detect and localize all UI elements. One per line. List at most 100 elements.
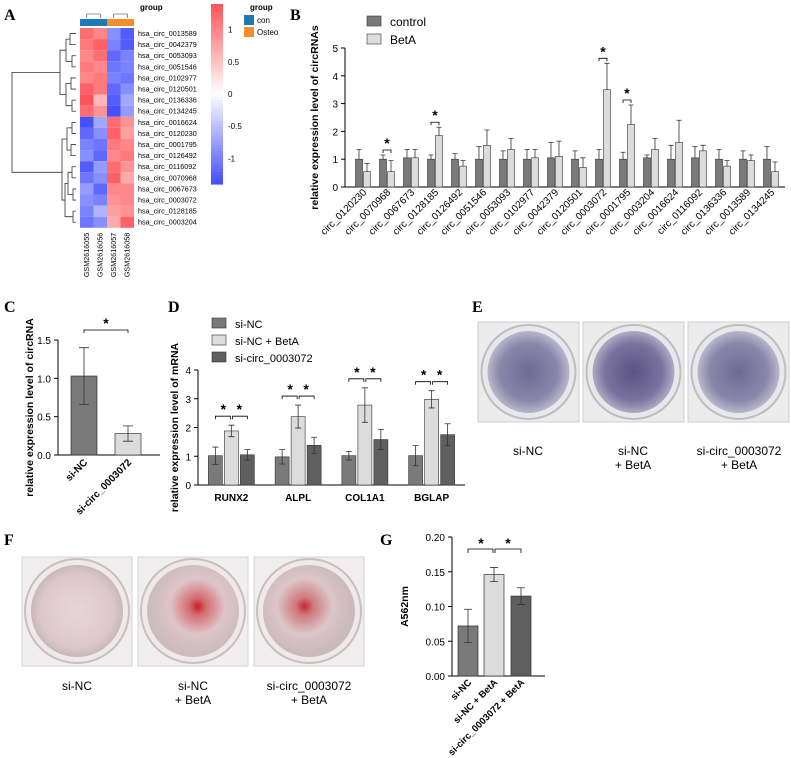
- y-tick-label: 0.0: [37, 451, 51, 462]
- row-label: hsa_circ_0067673: [138, 184, 197, 193]
- colorbar-segment: [211, 52, 223, 56]
- heatmap-cell: [120, 216, 134, 228]
- heatmap-cell: [80, 39, 94, 51]
- error-bar: [295, 404, 302, 429]
- colorbar-segment: [211, 88, 223, 92]
- bar-beta: [579, 167, 587, 188]
- significance-star: *: [384, 135, 390, 151]
- significance-bracket: [432, 381, 449, 385]
- error-bar: [311, 436, 318, 454]
- error-bar: [123, 425, 133, 442]
- colorbar-segment: [211, 163, 223, 167]
- legend-swatch: [211, 334, 227, 346]
- error-bar: [464, 608, 472, 644]
- y-tick-label: 0: [185, 481, 191, 492]
- heatmap-cell: [107, 139, 121, 151]
- bar-control: [571, 158, 579, 188]
- row-label: hsa_circ_0003204: [138, 218, 197, 227]
- error-bar: [79, 347, 89, 405]
- colorbar-segment: [211, 61, 223, 65]
- heatmap-cell: [120, 205, 134, 217]
- heatmap-cell: [107, 150, 121, 162]
- colorbar-segment: [211, 37, 223, 41]
- heatmap-cell: [93, 139, 107, 151]
- colorbar-segment: [211, 142, 223, 146]
- photo-caption: + BetA: [175, 693, 211, 707]
- colorbar-segment: [211, 133, 223, 137]
- heatmap-cell: [120, 139, 134, 151]
- error-bar: [740, 150, 746, 160]
- heatmap-cell: [93, 28, 107, 40]
- y-tick-label: 0.20: [426, 533, 446, 544]
- bar: [224, 430, 239, 486]
- group-annotation-cell: [120, 19, 134, 26]
- row-label: hsa_circ_0053093: [138, 51, 197, 60]
- photo-caption: + BetA: [615, 458, 651, 472]
- column-label: GSM2616057: [109, 233, 118, 277]
- bar-control: [427, 158, 435, 188]
- error-bar: [517, 587, 525, 605]
- colorbar-segment: [211, 148, 223, 152]
- colorbar-segment: [211, 79, 223, 83]
- photo-caption: + BetA: [291, 693, 327, 707]
- error-bar: [279, 449, 286, 465]
- colorbar-segment: [211, 124, 223, 128]
- x-tick-label: RUNX2: [214, 493, 248, 504]
- significance-bracket: [231, 415, 248, 420]
- legend-label: si-circ_0003072: [235, 353, 313, 365]
- colorbar-segment: [211, 178, 223, 182]
- column-dendrogram: [86, 13, 128, 18]
- heatmap-cell: [107, 172, 121, 184]
- error-bar: [380, 154, 386, 160]
- bar-beta: [627, 124, 635, 188]
- bar-control: [355, 158, 363, 188]
- heatmap-cell: [107, 183, 121, 195]
- error-bar: [356, 149, 362, 160]
- row-label: hsa_circ_0128185: [138, 207, 197, 216]
- colorbar-segment: [211, 106, 223, 110]
- y-tick-label: 4: [185, 366, 191, 377]
- error-bar: [428, 154, 434, 160]
- photo-caption: si-NC: [62, 679, 92, 693]
- y-axis-label: A562nm: [399, 586, 411, 627]
- colorbar-segment: [211, 22, 223, 26]
- error-bar: [228, 424, 235, 438]
- error-bar: [556, 140, 562, 157]
- heatmap-cell: [107, 94, 121, 106]
- row-label: hsa_circ_0102977: [138, 73, 197, 82]
- bar-control: [451, 158, 459, 188]
- error-bar: [476, 146, 482, 160]
- bar-beta: [507, 149, 515, 188]
- y-tick-label: 0.5: [37, 413, 51, 424]
- colorbar-segment: [211, 34, 223, 38]
- significance-bracket: [430, 121, 440, 126]
- bar-control: [379, 158, 387, 188]
- legend-swatch: [244, 15, 254, 25]
- significance-bracket: [415, 381, 432, 385]
- bar: [483, 574, 505, 677]
- y-tick-label: 0.10: [426, 603, 446, 614]
- heatmap-cell: [120, 172, 134, 184]
- y-tick-label: 1: [185, 452, 191, 463]
- significance-star: *: [370, 364, 376, 380]
- row-label: hsa_circ_0051546: [138, 62, 197, 71]
- error-bar: [345, 450, 352, 461]
- heatmap-cell: [120, 72, 134, 84]
- error-bar: [596, 149, 602, 160]
- colorbar-segment: [211, 25, 223, 29]
- error-bar: [604, 62, 610, 90]
- legend-swatch: [366, 33, 382, 45]
- colorbar-segment: [211, 115, 223, 119]
- stained-dish-si-nc: [31, 565, 123, 657]
- error-bar: [716, 149, 722, 160]
- legend-label: BetA: [390, 33, 416, 47]
- heatmap-cell: [93, 61, 107, 73]
- heatmap-cell: [93, 194, 107, 206]
- significance-bracket: [281, 395, 298, 400]
- error-bar: [628, 104, 634, 125]
- legend-swatch: [211, 317, 227, 329]
- row-dendrogram: [11, 33, 76, 223]
- photo-caption: si-NC: [178, 679, 208, 693]
- bar-beta: [771, 171, 779, 188]
